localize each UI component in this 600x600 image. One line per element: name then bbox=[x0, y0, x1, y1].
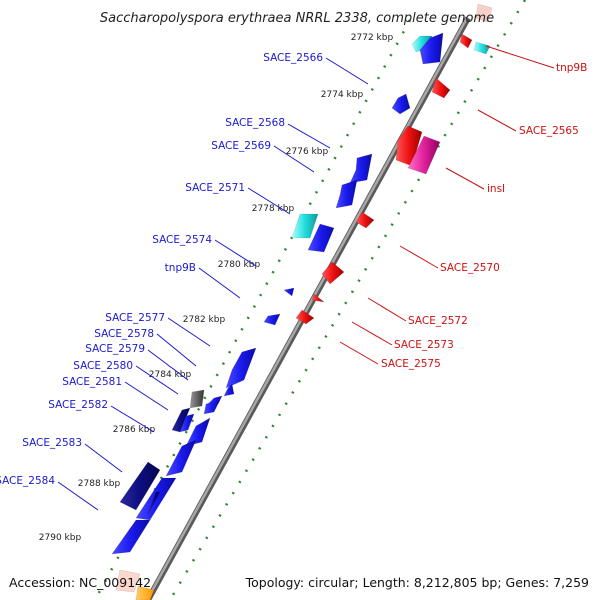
leader-line bbox=[477, 109, 517, 132]
leader-line bbox=[156, 333, 197, 367]
gene-label-forward[interactable]: SACE_2580 bbox=[73, 360, 133, 372]
reverse-gene-arrow[interactable] bbox=[473, 41, 491, 55]
gene-label-reverse[interactable]: SACE_2573 bbox=[394, 339, 454, 351]
gene-label-forward[interactable]: SACE_2582 bbox=[48, 399, 108, 411]
kbp-tick-label: 2772 kbp bbox=[351, 33, 394, 43]
leader-line bbox=[110, 405, 155, 433]
reverse-gene-arrow[interactable] bbox=[395, 125, 423, 167]
forward-gene-arrow[interactable] bbox=[165, 439, 197, 477]
gene-label-reverse[interactable]: tnp9B bbox=[556, 62, 587, 74]
forward-gene-arrow[interactable] bbox=[263, 313, 281, 326]
gene-label-forward[interactable]: SACE_2581 bbox=[62, 376, 122, 388]
leader-line bbox=[167, 317, 211, 347]
forward-gene-arrow[interactable] bbox=[185, 417, 211, 447]
reverse-gene-arrow[interactable] bbox=[459, 33, 473, 49]
leader-line bbox=[367, 297, 407, 322]
reverse-gene-arrow[interactable] bbox=[321, 261, 345, 285]
genome-summary-text: Topology: circular; Length: 8,212,805 bp… bbox=[245, 575, 589, 590]
leader-line bbox=[147, 349, 189, 381]
leader-line bbox=[57, 481, 99, 511]
forward-gene-arrow[interactable] bbox=[203, 399, 221, 415]
kbp-tick-label: 2782 kbp bbox=[183, 315, 226, 325]
forward-gene-arrow[interactable] bbox=[391, 93, 411, 115]
leader-line bbox=[339, 341, 379, 365]
gene-label-reverse[interactable]: SACE_2572 bbox=[408, 315, 468, 327]
gene-label-forward[interactable]: SACE_2578 bbox=[94, 328, 154, 340]
forward-gene-arrow[interactable] bbox=[307, 223, 335, 253]
kbp-tick-label: 2790 kbp bbox=[39, 533, 82, 543]
forward-gene-arrow[interactable] bbox=[179, 413, 195, 433]
gene-features bbox=[111, 3, 493, 600]
leader-line bbox=[84, 443, 123, 473]
gene-label-forward[interactable]: SACE_2566 bbox=[263, 52, 323, 64]
kbp-tick-label: 2778 kbp bbox=[252, 204, 295, 214]
leader-line bbox=[124, 381, 169, 411]
genome-backbone bbox=[145, 16, 471, 600]
reverse-gene-arrow[interactable] bbox=[407, 135, 441, 175]
kbp-tick-label: 2786 kbp bbox=[113, 425, 156, 435]
gene-label-forward[interactable]: SACE_2579 bbox=[85, 343, 145, 355]
forward-gene-arrow[interactable] bbox=[335, 179, 358, 209]
kbp-tick-label: 2788 kbp bbox=[78, 479, 121, 489]
reverse-gene-arrow[interactable] bbox=[295, 309, 315, 325]
forward-gene-arrow[interactable] bbox=[349, 153, 373, 184]
forward-gene-arrow[interactable] bbox=[119, 461, 161, 511]
gene-label-forward[interactable]: SACE_2569 bbox=[211, 140, 271, 152]
gene-label-forward[interactable]: SACE_2568 bbox=[225, 117, 285, 129]
leader-line bbox=[287, 123, 331, 149]
kbp-tick-label: 2774 kbp bbox=[321, 90, 364, 100]
kbp-tick-label: 2780 kbp bbox=[218, 260, 261, 270]
forward-gene-arrow[interactable] bbox=[111, 519, 151, 555]
gene-label-forward[interactable]: SACE_2571 bbox=[185, 182, 245, 194]
leader-line bbox=[247, 187, 291, 215]
gene-label-forward[interactable]: SACE_2577 bbox=[105, 312, 165, 324]
gene-label-reverse[interactable]: SACE_2570 bbox=[440, 262, 500, 274]
genome-title: Saccharopolyspora erythraea NRRL 2338, c… bbox=[100, 11, 494, 26]
leader-line bbox=[214, 239, 257, 267]
leader-line bbox=[135, 365, 179, 395]
reverse-gene-arrow[interactable] bbox=[135, 585, 155, 600]
forward-gene-arrow[interactable] bbox=[147, 491, 161, 515]
gene-label-reverse[interactable]: insI bbox=[487, 183, 505, 195]
forward-gene-arrow[interactable] bbox=[189, 389, 205, 409]
reverse-gene-arrow[interactable] bbox=[115, 569, 141, 593]
forward-gene-arrow[interactable] bbox=[283, 287, 295, 297]
reverse-gene-arrow[interactable] bbox=[311, 293, 326, 303]
kbp-tick-label: 2776 kbp bbox=[286, 147, 329, 157]
gene-label-forward[interactable]: SACE_2583 bbox=[22, 437, 82, 449]
gene-label-reverse[interactable]: SACE_2575 bbox=[381, 358, 441, 370]
reverse-gene-arrow[interactable] bbox=[355, 211, 375, 229]
gene-label-forward[interactable]: SACE_2574 bbox=[152, 234, 212, 246]
forward-gene-arrow[interactable] bbox=[225, 347, 257, 389]
leader-line bbox=[325, 57, 369, 85]
reverse-gene-arrow[interactable] bbox=[431, 77, 451, 99]
gene-label-forward[interactable]: tnp9B bbox=[165, 262, 196, 274]
gene-label-forward[interactable]: SACE_2584 bbox=[0, 475, 55, 487]
forward-gene-arrow[interactable] bbox=[291, 213, 319, 239]
accession-text: Accession: NC_009142 bbox=[9, 575, 151, 590]
leader-line bbox=[198, 267, 241, 299]
forward-gene-arrow[interactable] bbox=[223, 383, 235, 397]
gene-labels: SACE_2566 SACE_2568 SACE_2569 SACE_2571 SACE… bbox=[0, 52, 587, 487]
leader-line bbox=[351, 321, 393, 346]
leader-line bbox=[445, 167, 485, 190]
gene-leader-lines bbox=[57, 45, 555, 511]
kbp-tick-labels: 2772 kbp 2774 kbp 2776 kbp 2778 kbp 2780 kbp… bbox=[39, 33, 394, 543]
leader-line bbox=[485, 45, 555, 69]
kbp-tick-label: 2784 kbp bbox=[149, 370, 192, 380]
forward-gene-arrow[interactable] bbox=[419, 32, 444, 65]
leader-line bbox=[399, 245, 439, 269]
reverse-gene-arrow[interactable] bbox=[475, 3, 493, 23]
leader-line bbox=[273, 145, 315, 173]
gene-label-reverse[interactable]: SACE_2565 bbox=[519, 125, 579, 137]
